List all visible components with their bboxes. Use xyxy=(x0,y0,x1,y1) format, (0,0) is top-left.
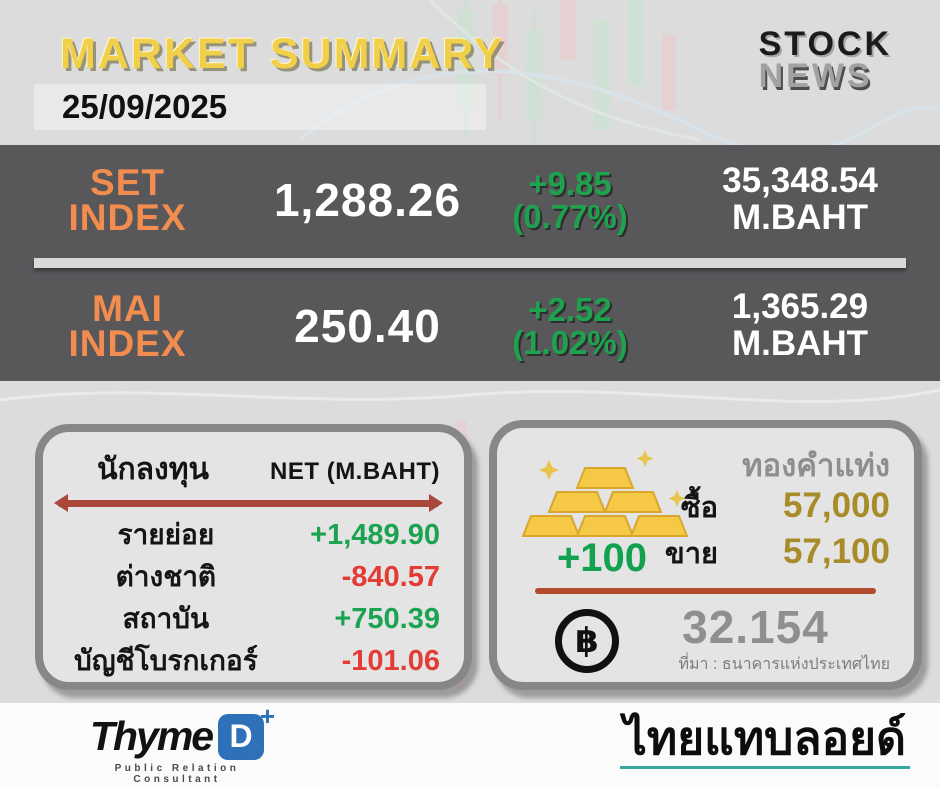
net-mbaht-header: NET (M.BAHT) xyxy=(270,458,440,485)
set-index-label: SET INDEX xyxy=(68,161,187,238)
mai-index-label: MAI INDEX xyxy=(68,287,187,364)
index-summary-panel: SET INDEX 1,288.26 +9.85 (0.77%) 35,348.… xyxy=(0,145,940,381)
title-highlight-band xyxy=(34,84,486,130)
investors-card-header: นักลงทุน NET (M.BAHT) xyxy=(63,444,444,493)
gold-sell-label: ขาย xyxy=(664,538,718,570)
investor-net-value: +750.39 xyxy=(334,603,440,635)
investor-type-label: ต่างชาติ xyxy=(115,561,217,592)
investors-net-card: นักลงทุน NET (M.BAHT) รายย่อย +1,489.90 … xyxy=(35,424,472,690)
gold-buy-label: ซื้อ xyxy=(680,492,718,524)
gold-change-value: +100 xyxy=(556,536,648,580)
set-index-change: +9.85 (0.77%) xyxy=(512,165,628,235)
gold-section: +100 ทองคำแท่ง ซื้อ 57,000 ขาย 57,100 xyxy=(513,438,898,584)
stock-news-logo: STOCK NEWS xyxy=(758,25,892,96)
thyme-d-badge: D + xyxy=(218,701,275,760)
thyme-logo-word: Thyme xyxy=(89,713,214,759)
table-row: สถาบัน +750.39 xyxy=(63,597,444,639)
mai-index-turnover: 1,365.29 M.BAHT xyxy=(731,287,869,363)
logo-tagline: Public Relation Consultant xyxy=(114,763,240,785)
set-index-row: SET INDEX 1,288.26 +9.85 (0.77%) 35,348.… xyxy=(0,145,940,255)
fx-section: ฿ 32.154 ที่มา : ธนาคารแห่งประเทศไทย xyxy=(513,604,898,677)
gold-buy-row: ซื้อ 57,000 xyxy=(681,484,890,530)
gold-fx-card: +100 ทองคำแท่ง ซื้อ 57,000 ขาย 57,100 ฿ … xyxy=(489,420,922,690)
fx-rate-block: 32.154 ที่มา : ธนาคารแห่งประเทศไทย xyxy=(619,604,898,677)
investor-net-value: +1,489.90 xyxy=(310,519,440,551)
fx-source: ที่มา : ธนาคารแห่งประเทศไทย xyxy=(678,656,890,673)
panel-divider xyxy=(34,258,906,268)
stock-news-logo-line2: NEWS xyxy=(758,57,873,96)
stock-news-logo-line1: STOCK xyxy=(758,25,892,63)
plus-icon: + xyxy=(259,700,276,731)
table-row: บัญชีโบรกเกอร์ -101.06 xyxy=(63,639,444,681)
report-date: 25/09/2025 xyxy=(62,88,228,125)
thyme-d-logo: Thyme D + Public Relation Consultant xyxy=(72,701,282,786)
table-row: ต่างชาติ -840.57 xyxy=(63,555,444,597)
publisher-name: ไทยแทบลอยด์ xyxy=(619,714,910,770)
gold-title: ทองคำแท่ง xyxy=(742,448,890,483)
gold-buy-value: 57,000 xyxy=(782,486,890,525)
page-title: MARKET SUMMARY xyxy=(60,30,505,78)
gold-sell-row: ขาย 57,100 xyxy=(665,530,890,576)
mai-index-row: MAI INDEX 250.40 +2.52 (1.02%) 1,365.29 … xyxy=(0,271,940,381)
investor-type-label: บัญชีโบรกเกอร์ xyxy=(73,645,258,676)
gold-bars-icon xyxy=(521,450,689,537)
investor-net-value: -840.57 xyxy=(341,561,440,593)
investor-net-value: -101.06 xyxy=(341,645,440,677)
investor-type-label: รายย่อย xyxy=(117,519,215,550)
baht-coin-icon: ฿ xyxy=(555,608,619,673)
mai-index-change: +2.52 (1.02%) xyxy=(512,291,628,361)
table-row: รายย่อย +1,489.90 xyxy=(63,513,444,555)
mai-index-value: 250.40 xyxy=(294,300,441,352)
investors-rows: รายย่อย +1,489.90 ต่างชาติ -840.57 สถาบั… xyxy=(63,513,444,681)
double-arrow-icon xyxy=(54,494,443,512)
set-index-value: 1,288.26 xyxy=(273,174,462,226)
gold-sell-value: 57,100 xyxy=(782,532,890,571)
set-index-turnover: 35,348.54 M.BAHT xyxy=(722,161,878,237)
thb-usd-rate: 32.154 xyxy=(682,601,829,653)
footer: Thyme D + Public Relation Consultant ไทย… xyxy=(0,701,940,788)
card-divider xyxy=(535,588,876,594)
investors-title: นักลงทุน xyxy=(97,453,209,486)
investor-type-label: สถาบัน xyxy=(122,603,210,634)
header: MARKET SUMMARY 25/09/2025 STOCK NEWS xyxy=(0,0,940,145)
